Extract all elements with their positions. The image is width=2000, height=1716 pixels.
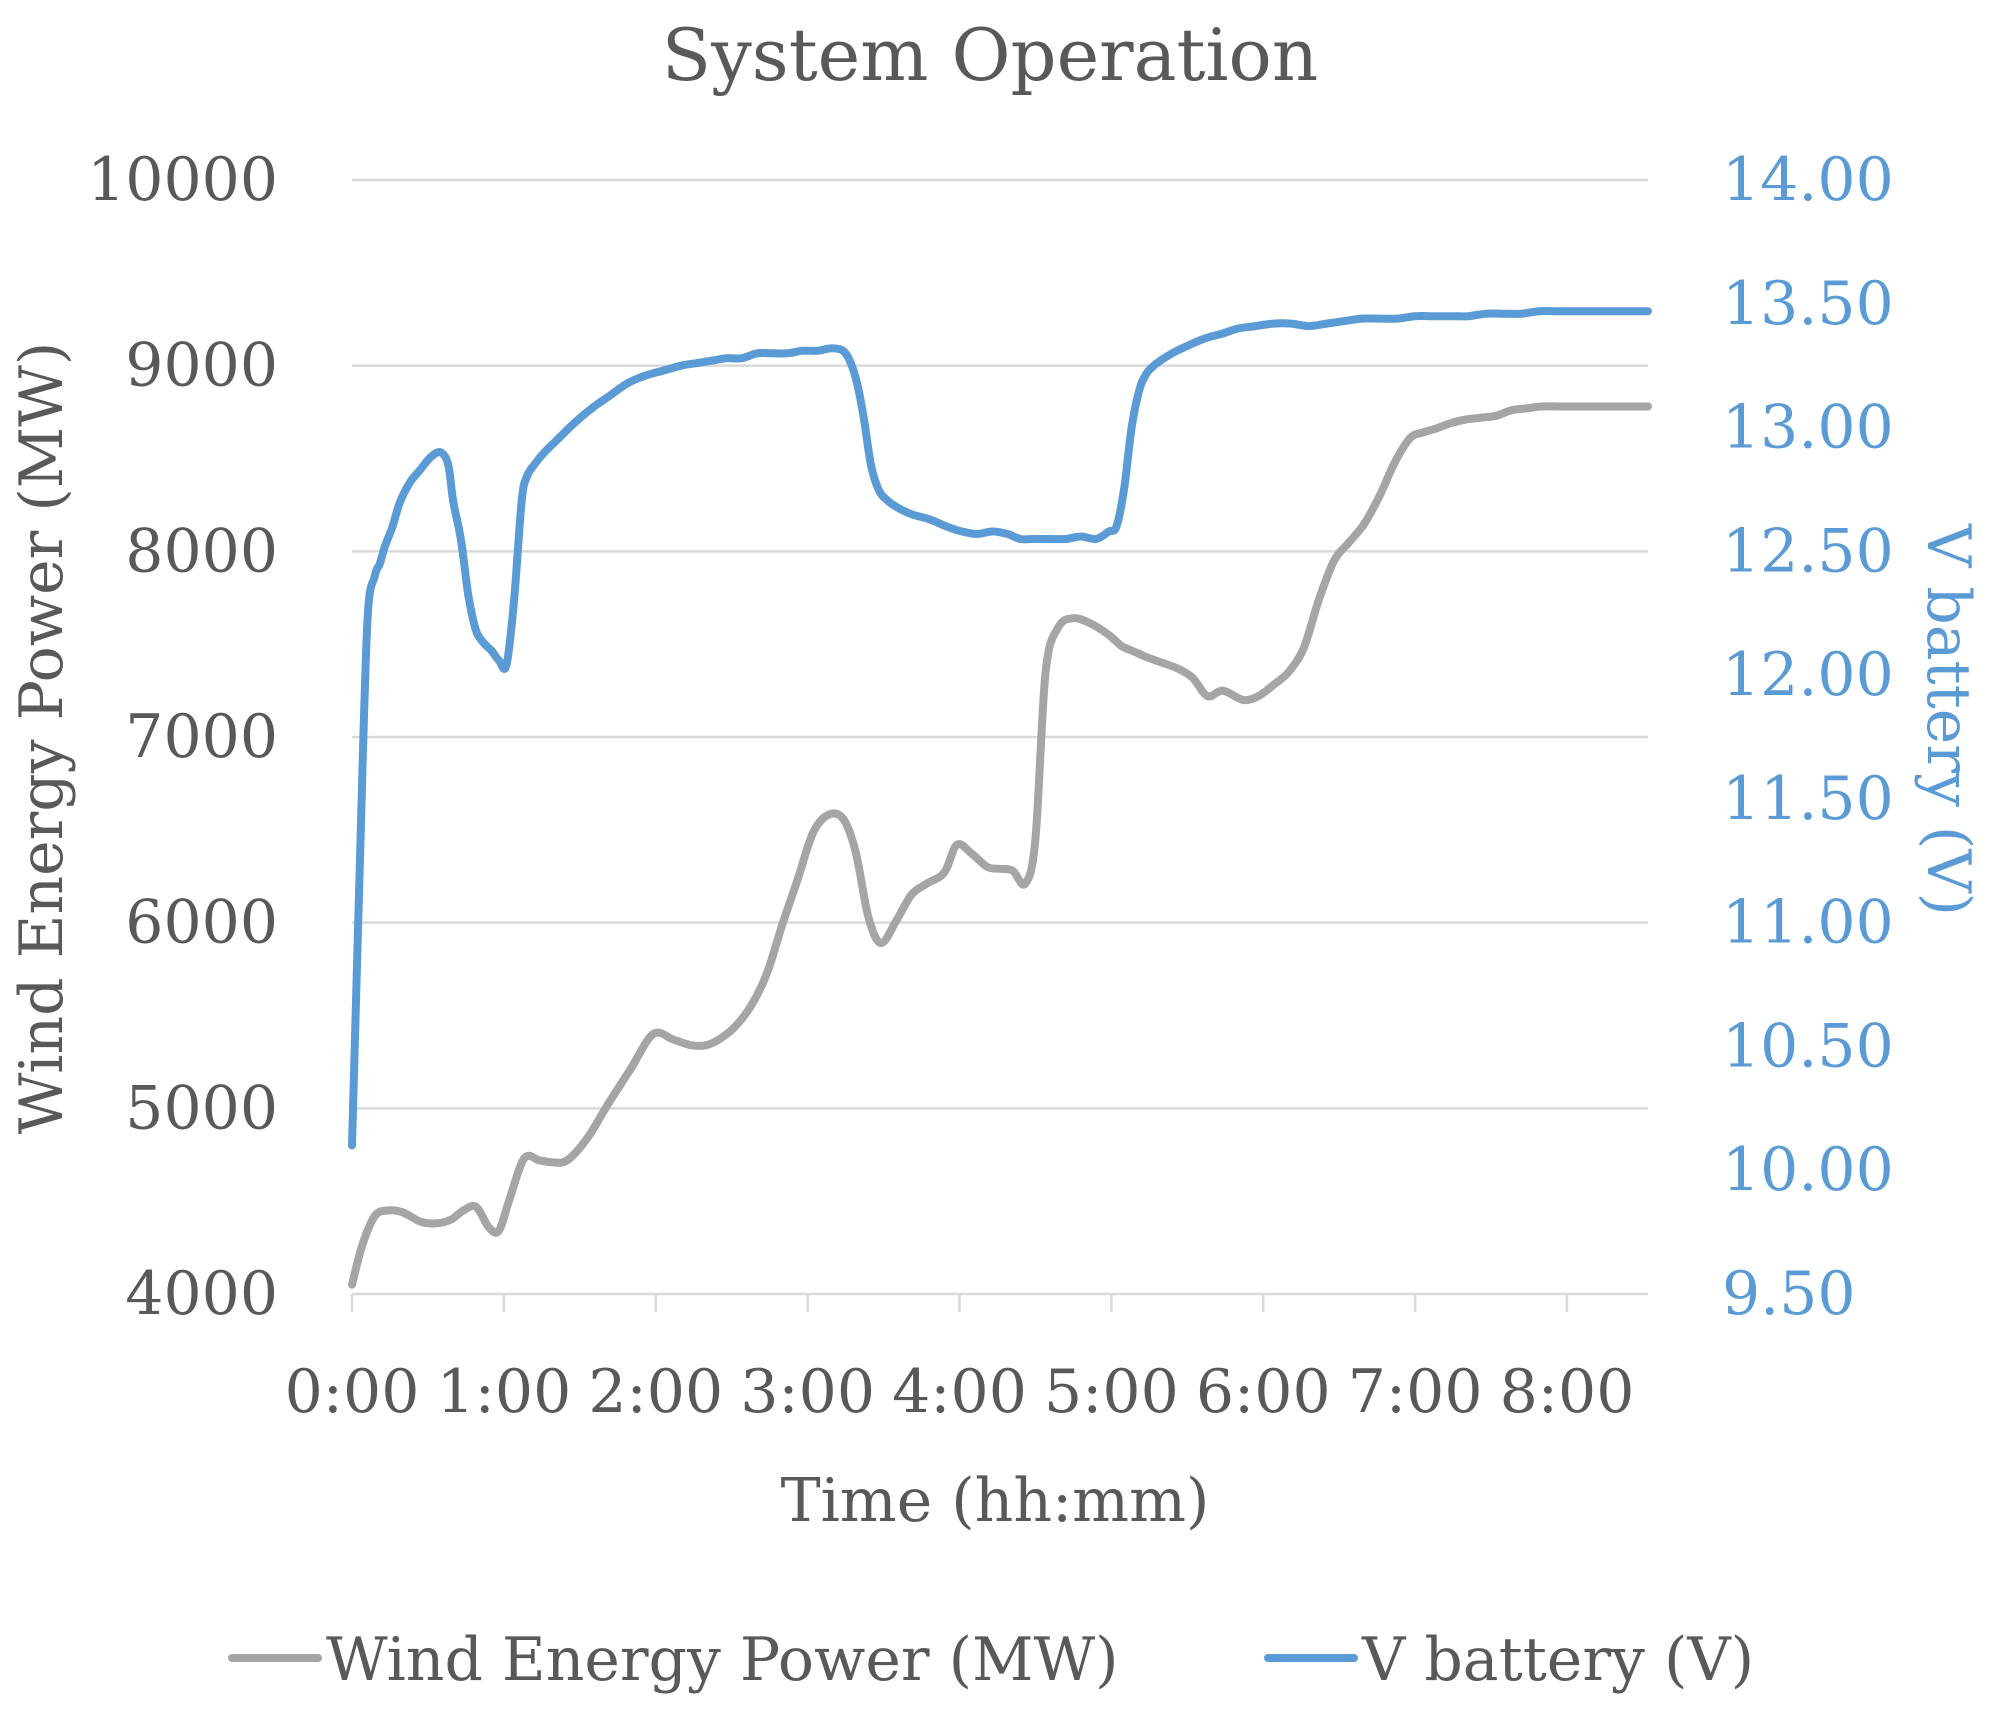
left-y-tick-label: 6000 xyxy=(125,888,278,958)
left-y-tick-label: 10000 xyxy=(87,145,278,215)
right-y-tick-label: 10.00 xyxy=(1722,1135,1894,1205)
left-y-tick-label: 8000 xyxy=(125,516,278,586)
x-tick-label: 6:00 xyxy=(1196,1357,1331,1427)
legend-label-wind-power: Wind Energy Power (MW) xyxy=(326,1625,1119,1695)
axes xyxy=(350,1292,1648,1312)
right-y-tick-labels: 9.50 10.00 10.50 11.00 11.50 12.00 12.50 13.00 1… xyxy=(1722,145,1894,1329)
chart-title: System Operation xyxy=(662,13,1318,97)
legend: Wind Energy Power (MW) V battery (V) xyxy=(228,1625,1754,1695)
right-y-tick-label: 11.50 xyxy=(1722,764,1894,834)
left-y-tick-label: 9000 xyxy=(125,331,278,401)
right-y-tick-label: 12.50 xyxy=(1722,516,1894,586)
x-tick-label: 2:00 xyxy=(588,1357,723,1427)
x-tick-label: 7:00 xyxy=(1348,1357,1483,1427)
x-axis-title: Time (hh:mm) xyxy=(781,1466,1210,1536)
x-tick-label: 3:00 xyxy=(740,1357,875,1427)
left-y-tick-label: 7000 xyxy=(125,702,278,772)
x-tick-label: 8:00 xyxy=(1500,1357,1635,1427)
x-tick-label: 0:00 xyxy=(285,1357,420,1427)
x-tick-labels: 0:00 1:00 2:00 3:00 4:00 5:00 6:00 7:00 8:00 xyxy=(285,1357,1635,1427)
x-tick-label: 4:00 xyxy=(892,1357,1027,1427)
left-y-tick-labels: 4000 5000 6000 7000 8000 9000 10000 xyxy=(87,145,278,1329)
right-y-tick-label: 10.50 xyxy=(1722,1011,1894,1081)
gridlines xyxy=(352,178,1648,1110)
series-lines xyxy=(348,307,1652,1289)
left-axis-title: Wind Energy Power (MW) xyxy=(7,342,77,1135)
right-y-tick-label: 12.00 xyxy=(1722,640,1894,710)
right-y-tick-label: 13.50 xyxy=(1722,269,1894,339)
x-tick-label: 1:00 xyxy=(437,1357,572,1427)
left-y-tick-label: 4000 xyxy=(125,1259,278,1329)
series-line-v-battery xyxy=(348,307,1652,1150)
legend-label-v-battery: V battery (V) xyxy=(1361,1625,1754,1695)
left-y-tick-label: 5000 xyxy=(125,1073,278,1143)
series-line-wind-power xyxy=(348,402,1652,1289)
right-y-tick-label: 11.00 xyxy=(1722,888,1894,958)
x-tick-label: 5:00 xyxy=(1044,1357,1179,1427)
right-y-tick-label: 13.00 xyxy=(1722,393,1894,463)
right-axis-title: V battery (V) xyxy=(1913,523,1983,916)
right-y-tick-label: 9.50 xyxy=(1722,1259,1856,1329)
right-y-tick-label: 14.00 xyxy=(1722,145,1894,215)
